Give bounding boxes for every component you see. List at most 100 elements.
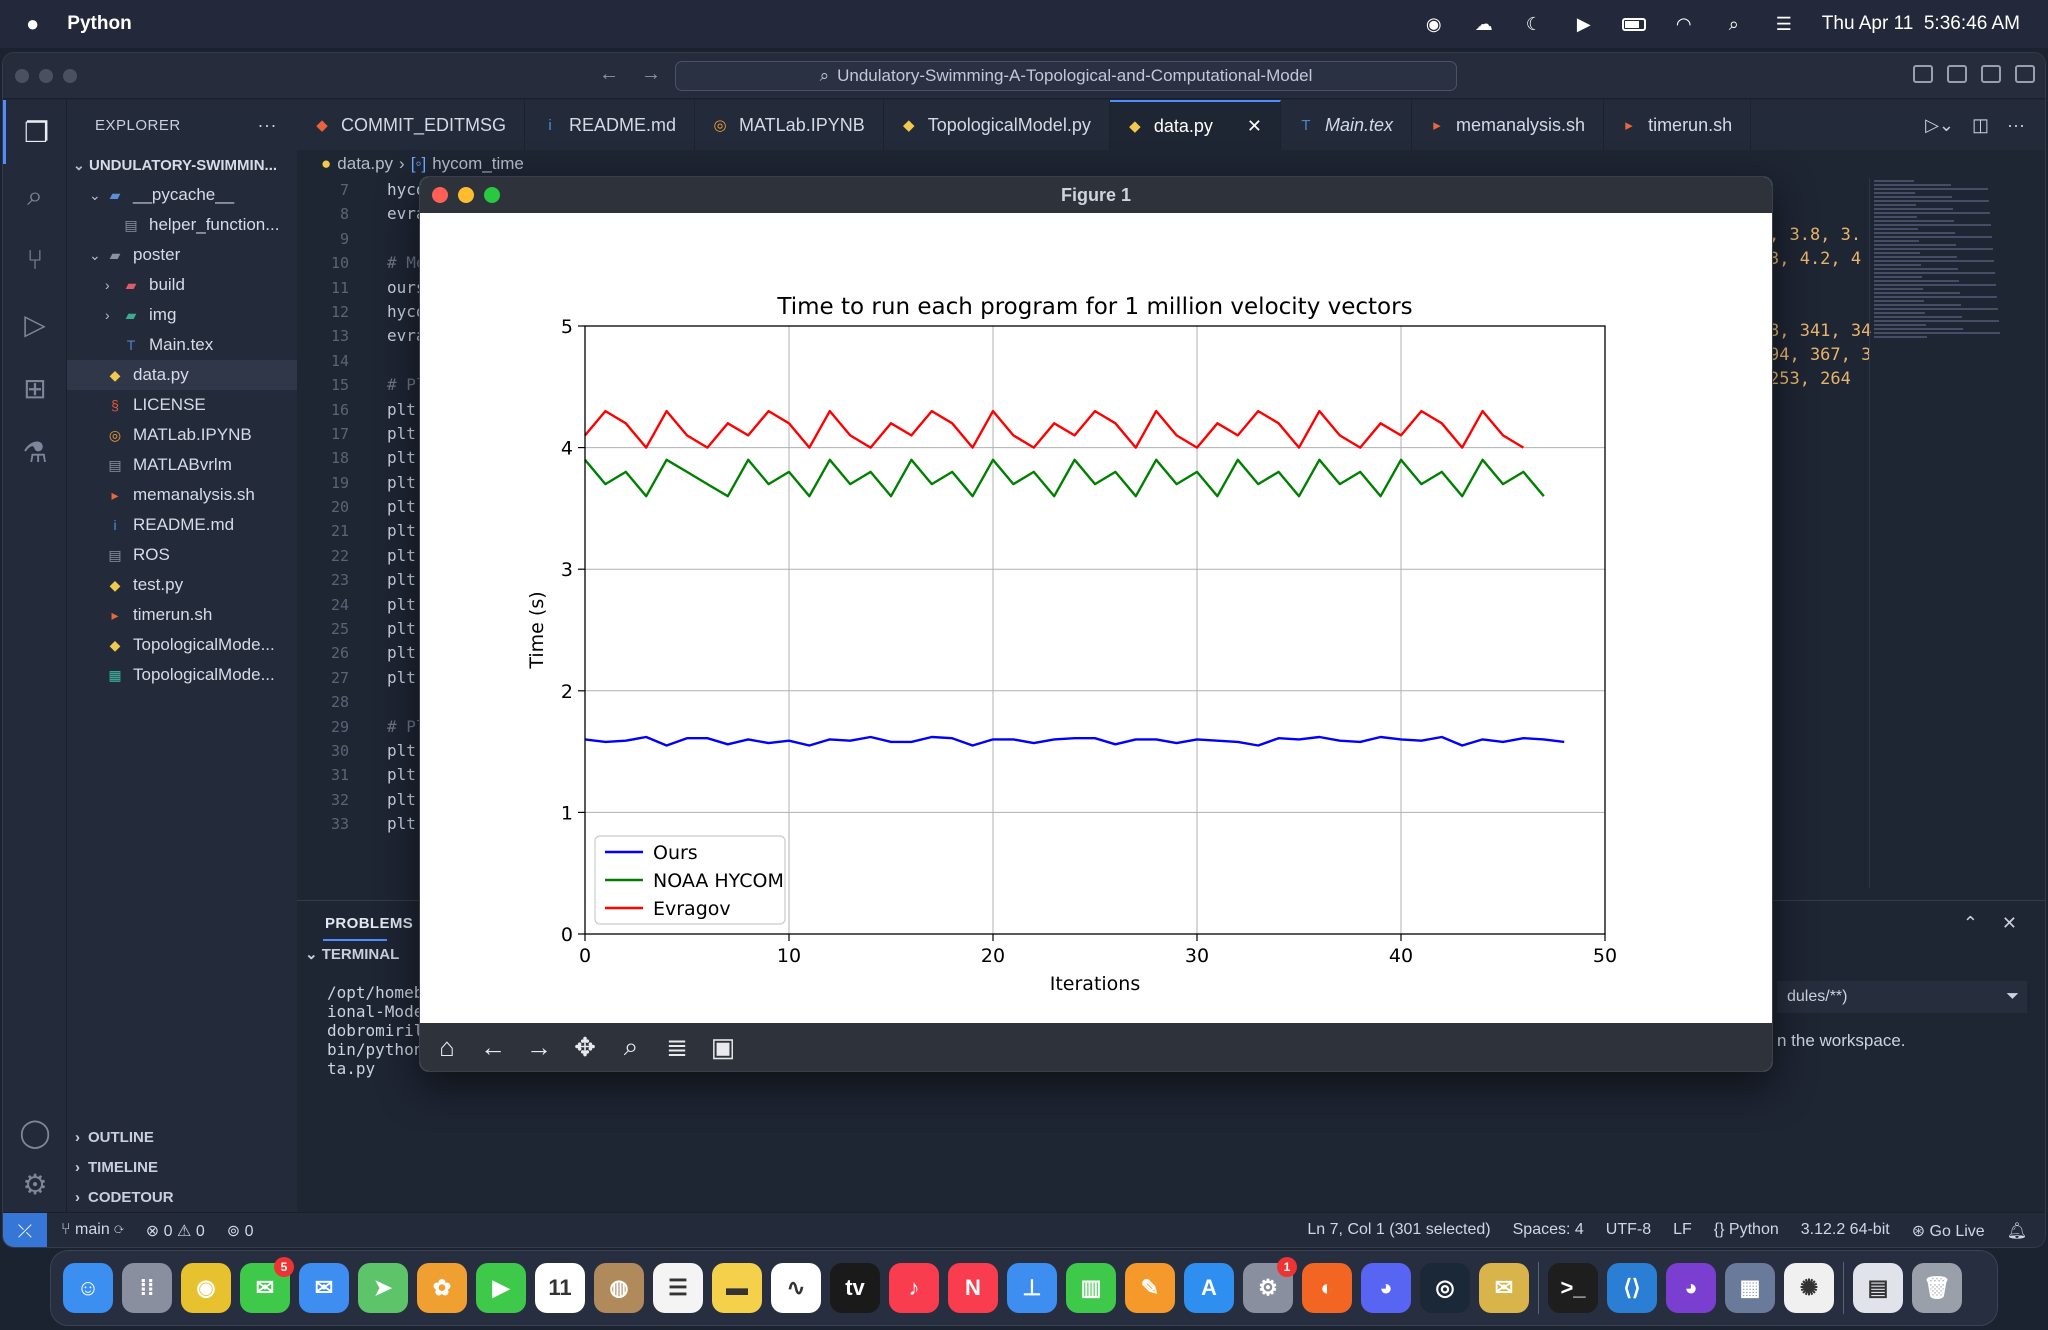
file-tree-item[interactable]: § LICENSE: [67, 390, 297, 420]
editor-tab[interactable]: ◆ TopologicalModel.py: [884, 100, 1110, 150]
code-editor-visible-right[interactable]: , 3.8, 3. 3, 4.2, 4 8, 341, 34 94, 367, 3 25…: [1769, 223, 1871, 391]
breadcrumb-symbol[interactable]: hycom_time: [432, 154, 524, 173]
account-icon[interactable]: ◯: [19, 1116, 51, 1148]
go-live-button[interactable]: ⊛ Go Live: [1912, 1221, 1985, 1241]
grammarly-icon[interactable]: ◉: [1425, 13, 1442, 34]
extensions-icon[interactable]: ⊞: [23, 372, 47, 404]
more-actions-icon[interactable]: ···: [2007, 115, 2025, 135]
run-file-icon[interactable]: ▷⌄: [1925, 115, 1954, 135]
home-icon[interactable]: ⌂: [439, 1031, 455, 1062]
file-tree-item[interactable]: ◎ MATLab.IPYNB: [67, 420, 297, 450]
file-tree-item[interactable]: ▤ helper_function...: [67, 210, 297, 240]
file-tree-item[interactable]: ▸ timerun.sh: [67, 600, 297, 630]
manage-gear-icon[interactable]: ⚙: [22, 1168, 48, 1200]
file-tree-item[interactable]: ▤ MATLABvrlm: [67, 450, 297, 480]
photos-icon[interactable]: ✿: [417, 1263, 467, 1313]
battery-icon[interactable]: [1621, 14, 1646, 34]
file-tree-item[interactable]: ▤ ROS: [67, 540, 297, 570]
steam-icon[interactable]: ◎: [1420, 1263, 1470, 1313]
end-of-line[interactable]: LF: [1673, 1221, 1692, 1238]
tab-problems[interactable]: PROBLEMS: [325, 915, 414, 932]
terminal-section-header[interactable]: ⌄ TERMINAL: [305, 945, 399, 963]
pages-icon[interactable]: ✎: [1125, 1263, 1175, 1313]
codetour-section[interactable]: › CODETOUR: [67, 1182, 297, 1212]
file-tree-item[interactable]: › ▰ build: [67, 270, 297, 300]
cloud-icon[interactable]: ☁: [1474, 13, 1493, 34]
chrome-icon[interactable]: ◉: [181, 1263, 231, 1313]
editor-tab[interactable]: ◎ MATLab.IPYNB: [695, 100, 884, 150]
branch-indicator[interactable]: ⑂ main ⟳: [61, 1221, 124, 1241]
file-tree-item[interactable]: ⌄ ▰ poster: [67, 240, 297, 270]
toggle-sidebar-icon[interactable]: [1913, 65, 1933, 83]
music-icon[interactable]: ♪: [889, 1263, 939, 1313]
close-panel-icon[interactable]: ✕: [2001, 913, 2017, 933]
problems-filter-input[interactable]: dules/**) ⏷: [1777, 981, 2027, 1013]
cursor-position[interactable]: Ln 7, Col 1 (301 selected): [1307, 1221, 1491, 1238]
firefox-icon[interactable]: ◐: [1302, 1263, 1352, 1313]
outline-section[interactable]: › OUTLINE: [67, 1122, 297, 1152]
messages-icon[interactable]: ✉ 5: [240, 1257, 294, 1313]
contacts-icon[interactable]: ◍: [594, 1263, 644, 1313]
explorer-more-icon[interactable]: ···: [257, 114, 277, 135]
minimize-window-button[interactable]: [39, 68, 53, 83]
editor-tab[interactable]: ▸ memanalysis.sh: [1412, 100, 1605, 150]
pan-move-icon[interactable]: ✥: [574, 1031, 596, 1062]
file-tree-item[interactable]: ▸ memanalysis.sh: [67, 480, 297, 510]
maps-icon[interactable]: ➤: [358, 1263, 408, 1313]
documents-folder-icon[interactable]: ▤: [1853, 1263, 1903, 1313]
save-figure-icon[interactable]: ▣: [710, 1031, 736, 1062]
discord-icon[interactable]: ◕: [1361, 1263, 1411, 1313]
file-tree-item[interactable]: ▦ TopologicalMode...: [67, 660, 297, 690]
terminal-icon[interactable]: >_: [1548, 1263, 1598, 1313]
indentation[interactable]: Spaces: 4: [1512, 1221, 1584, 1238]
moon-icon[interactable]: ☾: [1525, 13, 1542, 34]
finder-icon[interactable]: ☺: [63, 1263, 113, 1313]
file-tree-item[interactable]: i README.md: [67, 510, 297, 540]
spotlight-search-icon[interactable]: ⌕: [1728, 13, 1739, 34]
file-tree-item[interactable]: ◆ data.py: [67, 360, 297, 390]
customize-layout-icon[interactable]: [2015, 65, 2035, 83]
maximize-panel-icon[interactable]: ⌃: [1962, 913, 1978, 933]
configure-subplots-icon[interactable]: ≣: [666, 1031, 688, 1062]
menubar-clock[interactable]: Thu Apr 11 5:36:46 AM: [1821, 13, 2020, 34]
zoom-window-button[interactable]: [484, 187, 500, 203]
ports-indicator[interactable]: ⊚ 0: [227, 1221, 254, 1241]
zoom-magnifier-icon[interactable]: ⌕: [623, 1031, 639, 1061]
command-center[interactable]: ⌕ Undulatory-Swimming-A-Topological-and-…: [675, 61, 1457, 91]
editor-tab[interactable]: ◆ data.py ✕: [1109, 100, 1281, 150]
file-tree-item[interactable]: ◆ test.py: [67, 570, 297, 600]
pinwheel-icon[interactable]: ✺: [1784, 1263, 1834, 1313]
python-interpreter[interactable]: 3.12.2 64-bit: [1800, 1221, 1890, 1238]
editor-tab[interactable]: T Main.tex: [1281, 100, 1413, 150]
app-name[interactable]: Python: [67, 13, 132, 34]
editor-tab[interactable]: ▸ timerun.sh: [1604, 100, 1752, 150]
forward-arrow-icon[interactable]: →: [526, 1031, 552, 1062]
back-arrow-icon[interactable]: ←: [480, 1031, 506, 1062]
zoom-window-button[interactable]: [63, 68, 77, 83]
vscode-icon[interactable]: ⟨⟩: [1607, 1263, 1657, 1313]
minimap[interactable]: [1869, 178, 2029, 888]
language-mode[interactable]: {} Python: [1714, 1221, 1779, 1241]
toggle-panel-icon[interactable]: [1947, 65, 1967, 83]
trash-icon[interactable]: 🗑︎: [1912, 1263, 1962, 1313]
code-editor[interactable]: hyco evra # Me ours hyco evra # Pl plt. plt. plt.…: [387, 178, 426, 837]
workspace-root[interactable]: ⌄ UNDULATORY-SWIMMIN...: [67, 150, 297, 180]
toggle-secondary-sidebar-icon[interactable]: [1981, 65, 2001, 83]
numbers-icon[interactable]: ▥: [1066, 1263, 1116, 1313]
facetime-icon[interactable]: ▶: [476, 1263, 526, 1313]
play-icon[interactable]: ▶: [1576, 13, 1591, 34]
launchpad-icon[interactable]: ⁞⁞: [122, 1263, 172, 1313]
testing-icon[interactable]: ⚗: [22, 436, 48, 468]
news-icon[interactable]: N: [948, 1263, 998, 1313]
app-store-icon[interactable]: A: [1184, 1263, 1234, 1313]
search-view-icon[interactable]: ⌕: [27, 179, 43, 211]
file-tree-item[interactable]: › ▰ img: [67, 300, 297, 330]
notifications-bell-icon[interactable]: 🔔︎: [2006, 1223, 2027, 1240]
encoding[interactable]: UTF-8: [1605, 1221, 1652, 1238]
back-arrow-icon[interactable]: ←: [599, 63, 619, 85]
close-window-button[interactable]: [15, 68, 29, 83]
close-tab-icon[interactable]: ✕: [1246, 115, 1262, 136]
wifi-icon[interactable]: ◠: [1675, 13, 1692, 34]
problems-indicator[interactable]: ⊗ 0 ⚠ 0: [146, 1221, 205, 1241]
breadcrumb-file[interactable]: data.py: [337, 154, 394, 173]
